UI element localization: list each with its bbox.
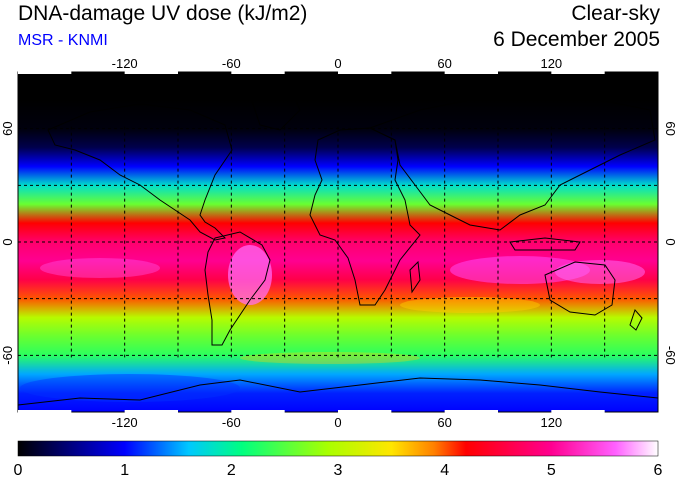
border-bar	[444, 71, 498, 74]
lat-right-label: -60	[663, 346, 678, 365]
colorbar-label: 5	[547, 462, 556, 479]
source-label: MSR - KNMI	[18, 32, 108, 49]
border-bar	[124, 71, 178, 74]
border-bar	[338, 71, 392, 74]
border-bar	[231, 410, 285, 413]
new-zealand-coast	[629, 309, 643, 331]
longitude-labels-bottom: -120 -60 0 60 120	[112, 415, 563, 430]
lat-left-label: 0	[0, 238, 15, 245]
greenland-coast	[249, 87, 301, 131]
pacific-high-dose-patch	[40, 258, 160, 278]
australia-coast	[544, 261, 616, 316]
asia-coast	[368, 95, 656, 231]
border-bar	[231, 71, 285, 74]
border-bar	[444, 410, 498, 413]
lon-top-label: 0	[334, 56, 341, 71]
lat-left-label: -60	[0, 346, 15, 365]
latitude-labels-right: 60 0 -60	[663, 121, 678, 364]
colorbar-labels: 0 1 2 3 4 5 6	[14, 462, 663, 479]
border-bar	[551, 71, 605, 74]
indian-ocean-high-dose-patch	[450, 256, 590, 284]
map-border-bars	[18, 71, 605, 413]
australia-high-dose-patch	[555, 260, 645, 284]
lat-right-label: 0	[663, 238, 678, 245]
colorbar-label: 2	[227, 462, 236, 479]
lon-bottom-label: -120	[112, 415, 138, 430]
indonesia-coast	[509, 237, 581, 251]
colorbar-label: 3	[334, 462, 343, 479]
lon-top-label: -60	[222, 56, 241, 71]
border-bar	[124, 410, 178, 413]
latitude-labels-left: 60 0 -60	[0, 121, 15, 364]
map-title: DNA-damage UV dose (kJ/m2)	[18, 2, 308, 25]
south-america-coast	[204, 231, 271, 346]
border-bar	[338, 410, 392, 413]
lon-top-label: 60	[437, 56, 451, 71]
antarctica-coast	[18, 377, 658, 406]
lat-right-label: 60	[663, 121, 678, 135]
border-bar	[551, 410, 605, 413]
gridlines	[18, 126, 658, 358]
coastlines	[18, 87, 658, 406]
lon-bottom-label: 0	[334, 415, 341, 430]
lon-bottom-label: -60	[222, 415, 241, 430]
colorbar	[17, 440, 659, 457]
lon-bottom-label: 120	[540, 415, 562, 430]
antarctic-blue-patch	[20, 374, 240, 402]
colorbar-label: 1	[120, 462, 129, 479]
lon-top-label: -120	[112, 56, 138, 71]
longitude-labels-top: -120 -60 0 60 120	[112, 56, 563, 71]
colorbar-label: 4	[440, 462, 449, 479]
north-america-coast	[47, 103, 233, 241]
madagascar-coast	[409, 260, 421, 294]
lon-top-label: 120	[540, 56, 562, 71]
lon-bottom-label: 60	[437, 415, 451, 430]
colorbar-label: 6	[654, 462, 663, 479]
lat-left-label: 60	[0, 121, 15, 135]
antarctic-yellow-band	[240, 352, 420, 364]
border-bar	[18, 410, 72, 413]
sky-condition-label: Clear-sky	[571, 2, 660, 25]
colorbar-label: 0	[14, 462, 23, 479]
southern-yellow-band	[400, 297, 540, 313]
date-label: 6 December 2005	[493, 28, 660, 51]
border-bar	[18, 71, 72, 74]
andes-high-dose-patch	[228, 245, 272, 305]
